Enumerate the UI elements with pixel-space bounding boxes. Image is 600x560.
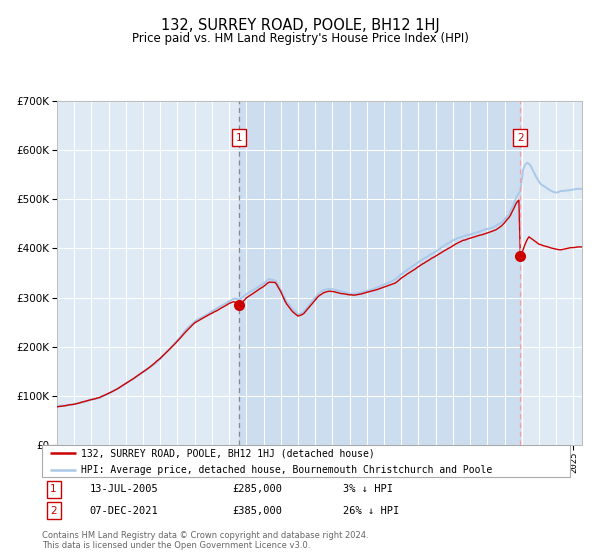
Text: 1: 1 (50, 484, 57, 494)
Text: 13-JUL-2005: 13-JUL-2005 (89, 484, 158, 494)
Text: HPI: Average price, detached house, Bournemouth Christchurch and Poole: HPI: Average price, detached house, Bour… (80, 465, 492, 475)
Text: £285,000: £285,000 (232, 484, 282, 494)
Text: 07-DEC-2021: 07-DEC-2021 (89, 506, 158, 516)
Text: Price paid vs. HM Land Registry's House Price Index (HPI): Price paid vs. HM Land Registry's House … (131, 32, 469, 45)
Bar (239, 101, 520, 445)
Text: £385,000: £385,000 (232, 506, 282, 516)
Text: 2: 2 (50, 506, 57, 516)
Text: 132, SURREY ROAD, POOLE, BH12 1HJ (detached house): 132, SURREY ROAD, POOLE, BH12 1HJ (detac… (80, 449, 374, 459)
FancyBboxPatch shape (42, 445, 570, 477)
Text: This data is licensed under the Open Government Licence v3.0.: This data is licensed under the Open Gov… (42, 541, 310, 550)
Text: 1: 1 (236, 133, 242, 143)
Text: 2: 2 (517, 133, 524, 143)
Text: 3% ↓ HPI: 3% ↓ HPI (343, 484, 393, 494)
Text: 132, SURREY ROAD, POOLE, BH12 1HJ: 132, SURREY ROAD, POOLE, BH12 1HJ (161, 18, 439, 34)
Text: Contains HM Land Registry data © Crown copyright and database right 2024.: Contains HM Land Registry data © Crown c… (42, 531, 368, 540)
Text: 26% ↓ HPI: 26% ↓ HPI (343, 506, 399, 516)
